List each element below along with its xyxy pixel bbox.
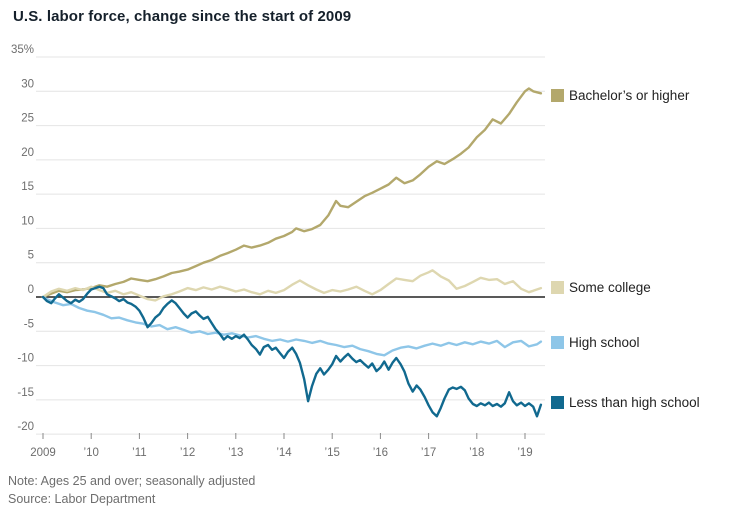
y-axis-label: -20 <box>17 421 34 433</box>
y-axis-label: 5 <box>28 250 34 262</box>
series-line-3 <box>41 285 543 418</box>
x-axis-label: ’19 <box>517 447 532 459</box>
y-axis-label: 20 <box>21 147 34 159</box>
y-axis-label: -5 <box>24 318 34 330</box>
less-than-high-school-swatch-icon <box>551 396 564 409</box>
x-axis-label: ’15 <box>325 447 340 459</box>
x-axis-label: ’13 <box>228 447 243 459</box>
legend-label-some-college: Some college <box>569 280 651 295</box>
series-line-2 <box>41 295 543 357</box>
x-axis-label: ’14 <box>276 447 292 459</box>
legend-label-less-than-high-school: Less than high school <box>569 395 700 410</box>
x-axis-label: 2009 <box>30 447 56 459</box>
y-axis-label: 0 <box>28 284 34 296</box>
series-line-1 <box>41 269 543 302</box>
legend-item-some-college: Some college <box>551 280 651 295</box>
y-axis-label: 30 <box>21 78 34 90</box>
legend-label-high-school: High school <box>569 335 640 350</box>
legend-item-bachelors: Bachelor’s or higher <box>551 88 689 103</box>
high-school-swatch-icon <box>551 336 564 349</box>
y-axis-label: 35% <box>11 44 34 56</box>
series-line-0 <box>41 87 543 299</box>
y-axis-label: 15 <box>21 181 34 193</box>
chart-title: U.S. labor force, change since the start… <box>13 8 352 25</box>
chart-source: Source: Labor Department <box>8 492 156 506</box>
x-axis-label: ’17 <box>421 447 436 459</box>
x-axis-label: ’16 <box>373 447 388 459</box>
x-axis-label: ’12 <box>180 447 195 459</box>
y-axis-label: -10 <box>17 353 34 365</box>
legend-item-high-school: High school <box>551 335 640 350</box>
bachelors-swatch-icon <box>551 89 564 102</box>
x-axis-label: ’10 <box>84 447 99 459</box>
x-axis-label: ’18 <box>469 447 484 459</box>
y-axis-label: 25 <box>21 113 34 125</box>
y-axis-label: -15 <box>17 387 34 399</box>
legend-item-less-than-high-school: Less than high school <box>551 395 700 410</box>
some-college-swatch-icon <box>551 281 564 294</box>
legend-label-bachelors: Bachelor’s or higher <box>569 88 690 103</box>
x-axis-label: ’11 <box>132 447 147 459</box>
y-axis-label: 10 <box>21 215 34 227</box>
chart-note: Note: Ages 25 and over; seasonally adjus… <box>8 474 256 488</box>
